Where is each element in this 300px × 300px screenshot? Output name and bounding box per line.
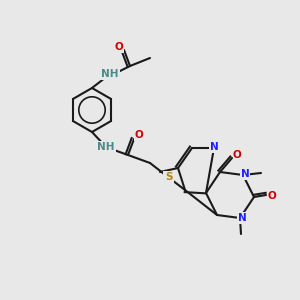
Text: N: N: [210, 142, 218, 152]
Text: O: O: [268, 191, 276, 201]
Text: N: N: [238, 213, 246, 223]
Text: N: N: [241, 169, 249, 179]
Text: NH: NH: [101, 69, 119, 79]
Text: O: O: [115, 42, 123, 52]
Text: O: O: [135, 130, 143, 140]
Text: O: O: [232, 150, 242, 160]
Text: NH: NH: [101, 69, 119, 79]
Text: S: S: [164, 172, 172, 182]
Text: NH: NH: [97, 142, 115, 152]
Text: NH: NH: [97, 142, 115, 152]
Text: O: O: [135, 130, 143, 140]
Text: O: O: [115, 42, 123, 52]
Text: S: S: [165, 172, 173, 182]
